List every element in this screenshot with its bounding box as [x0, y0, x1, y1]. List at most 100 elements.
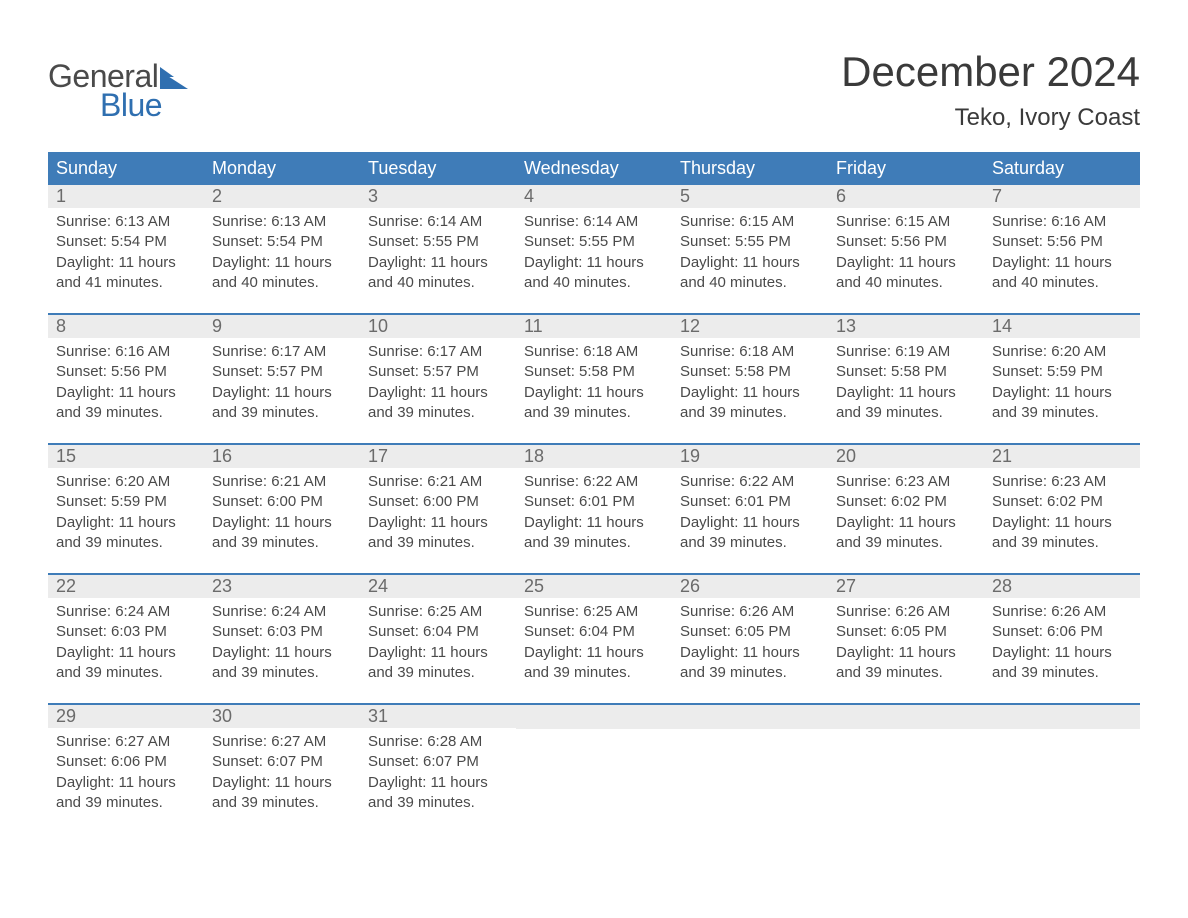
day-header-cell: Friday [828, 152, 984, 185]
day-header-cell: Thursday [672, 152, 828, 185]
daylight-text: Daylight: 11 hours and 39 minutes. [524, 513, 664, 554]
sunset-text: Sunset: 5:55 PM [368, 232, 508, 252]
day-number: 20 [828, 445, 984, 468]
day-number: 30 [204, 705, 360, 728]
sunset-text: Sunset: 5:58 PM [524, 362, 664, 382]
daylight-text: Daylight: 11 hours and 39 minutes. [680, 513, 820, 554]
daylight-text: Daylight: 11 hours and 40 minutes. [680, 253, 820, 294]
sunrise-text: Sunrise: 6:19 AM [836, 342, 976, 362]
sunrise-text: Sunrise: 6:15 AM [836, 212, 976, 232]
calendar-day-cell: 31Sunrise: 6:28 AMSunset: 6:07 PMDayligh… [360, 705, 516, 833]
sunrise-text: Sunrise: 6:17 AM [368, 342, 508, 362]
calendar-day-cell: 9Sunrise: 6:17 AMSunset: 5:57 PMDaylight… [204, 315, 360, 443]
daylight-text: Daylight: 11 hours and 39 minutes. [836, 643, 976, 684]
logo-text-blue: Blue [100, 87, 190, 124]
daylight-text: Daylight: 11 hours and 39 minutes. [524, 643, 664, 684]
sunrise-text: Sunrise: 6:13 AM [212, 212, 352, 232]
calendar-day-cell: 14Sunrise: 6:20 AMSunset: 5:59 PMDayligh… [984, 315, 1140, 443]
daylight-text: Daylight: 11 hours and 39 minutes. [212, 513, 352, 554]
sunrise-text: Sunrise: 6:28 AM [368, 732, 508, 752]
calendar-day-cell: 22Sunrise: 6:24 AMSunset: 6:03 PMDayligh… [48, 575, 204, 703]
daylight-text: Daylight: 11 hours and 39 minutes. [836, 513, 976, 554]
day-number: 21 [984, 445, 1140, 468]
day-header-cell: Tuesday [360, 152, 516, 185]
sunrise-text: Sunrise: 6:23 AM [836, 472, 976, 492]
calendar-week-row: 8Sunrise: 6:16 AMSunset: 5:56 PMDaylight… [48, 313, 1140, 443]
calendar-day-cell: 4Sunrise: 6:14 AMSunset: 5:55 PMDaylight… [516, 185, 672, 313]
daylight-text: Daylight: 11 hours and 39 minutes. [992, 383, 1132, 424]
calendar-day-cell [984, 705, 1140, 833]
day-body: Sunrise: 6:24 AMSunset: 6:03 PMDaylight:… [204, 598, 360, 691]
day-number: 6 [828, 185, 984, 208]
calendar-day-cell: 1Sunrise: 6:13 AMSunset: 5:54 PMDaylight… [48, 185, 204, 313]
sunset-text: Sunset: 6:01 PM [524, 492, 664, 512]
sunset-text: Sunset: 5:56 PM [992, 232, 1132, 252]
day-number-empty [984, 705, 1140, 729]
day-body: Sunrise: 6:26 AMSunset: 6:05 PMDaylight:… [672, 598, 828, 691]
calendar-day-cell: 13Sunrise: 6:19 AMSunset: 5:58 PMDayligh… [828, 315, 984, 443]
day-number: 14 [984, 315, 1140, 338]
calendar-day-cell: 11Sunrise: 6:18 AMSunset: 5:58 PMDayligh… [516, 315, 672, 443]
sunrise-text: Sunrise: 6:18 AM [524, 342, 664, 362]
calendar-day-cell: 23Sunrise: 6:24 AMSunset: 6:03 PMDayligh… [204, 575, 360, 703]
calendar-day-cell: 21Sunrise: 6:23 AMSunset: 6:02 PMDayligh… [984, 445, 1140, 573]
day-body: Sunrise: 6:15 AMSunset: 5:55 PMDaylight:… [672, 208, 828, 301]
sunset-text: Sunset: 6:00 PM [368, 492, 508, 512]
day-number: 28 [984, 575, 1140, 598]
day-body: Sunrise: 6:25 AMSunset: 6:04 PMDaylight:… [516, 598, 672, 691]
sunset-text: Sunset: 5:54 PM [212, 232, 352, 252]
daylight-text: Daylight: 11 hours and 39 minutes. [368, 383, 508, 424]
day-number: 9 [204, 315, 360, 338]
day-number: 24 [360, 575, 516, 598]
day-header-cell: Saturday [984, 152, 1140, 185]
page-header: General Blue December 2024 Teko, Ivory C… [48, 48, 1140, 132]
day-body: Sunrise: 6:19 AMSunset: 5:58 PMDaylight:… [828, 338, 984, 431]
daylight-text: Daylight: 11 hours and 39 minutes. [56, 643, 196, 684]
daylight-text: Daylight: 11 hours and 40 minutes. [524, 253, 664, 294]
sunrise-text: Sunrise: 6:24 AM [212, 602, 352, 622]
sunrise-text: Sunrise: 6:16 AM [56, 342, 196, 362]
day-number: 3 [360, 185, 516, 208]
calendar-week-row: 1Sunrise: 6:13 AMSunset: 5:54 PMDaylight… [48, 185, 1140, 313]
daylight-text: Daylight: 11 hours and 41 minutes. [56, 253, 196, 294]
daylight-text: Daylight: 11 hours and 39 minutes. [992, 513, 1132, 554]
daylight-text: Daylight: 11 hours and 40 minutes. [836, 253, 976, 294]
sunset-text: Sunset: 6:02 PM [992, 492, 1132, 512]
sunset-text: Sunset: 6:02 PM [836, 492, 976, 512]
calendar-day-cell: 8Sunrise: 6:16 AMSunset: 5:56 PMDaylight… [48, 315, 204, 443]
day-number: 5 [672, 185, 828, 208]
sunset-text: Sunset: 6:01 PM [680, 492, 820, 512]
day-body: Sunrise: 6:27 AMSunset: 6:06 PMDaylight:… [48, 728, 204, 821]
day-number: 17 [360, 445, 516, 468]
daylight-text: Daylight: 11 hours and 39 minutes. [680, 643, 820, 684]
day-body: Sunrise: 6:23 AMSunset: 6:02 PMDaylight:… [984, 468, 1140, 561]
calendar-day-cell: 3Sunrise: 6:14 AMSunset: 5:55 PMDaylight… [360, 185, 516, 313]
sunset-text: Sunset: 5:54 PM [56, 232, 196, 252]
calendar-day-cell: 25Sunrise: 6:25 AMSunset: 6:04 PMDayligh… [516, 575, 672, 703]
day-body: Sunrise: 6:14 AMSunset: 5:55 PMDaylight:… [360, 208, 516, 301]
daylight-text: Daylight: 11 hours and 39 minutes. [836, 383, 976, 424]
sunset-text: Sunset: 5:59 PM [56, 492, 196, 512]
daylight-text: Daylight: 11 hours and 40 minutes. [368, 253, 508, 294]
calendar-day-cell: 17Sunrise: 6:21 AMSunset: 6:00 PMDayligh… [360, 445, 516, 573]
day-body: Sunrise: 6:15 AMSunset: 5:56 PMDaylight:… [828, 208, 984, 301]
sunset-text: Sunset: 6:03 PM [56, 622, 196, 642]
daylight-text: Daylight: 11 hours and 39 minutes. [56, 513, 196, 554]
day-number: 12 [672, 315, 828, 338]
day-body: Sunrise: 6:16 AMSunset: 5:56 PMDaylight:… [984, 208, 1140, 301]
sunrise-text: Sunrise: 6:21 AM [212, 472, 352, 492]
day-number-empty [828, 705, 984, 729]
calendar-day-cell: 30Sunrise: 6:27 AMSunset: 6:07 PMDayligh… [204, 705, 360, 833]
sunset-text: Sunset: 5:55 PM [680, 232, 820, 252]
sunset-text: Sunset: 5:56 PM [56, 362, 196, 382]
calendar-day-cell: 10Sunrise: 6:17 AMSunset: 5:57 PMDayligh… [360, 315, 516, 443]
calendar-week-row: 29Sunrise: 6:27 AMSunset: 6:06 PMDayligh… [48, 703, 1140, 833]
title-block: December 2024 Teko, Ivory Coast [841, 48, 1140, 132]
day-body: Sunrise: 6:26 AMSunset: 6:06 PMDaylight:… [984, 598, 1140, 691]
calendar-day-cell: 2Sunrise: 6:13 AMSunset: 5:54 PMDaylight… [204, 185, 360, 313]
sunset-text: Sunset: 6:04 PM [368, 622, 508, 642]
sunset-text: Sunset: 5:58 PM [680, 362, 820, 382]
day-number: 7 [984, 185, 1140, 208]
month-title: December 2024 [841, 48, 1140, 96]
daylight-text: Daylight: 11 hours and 39 minutes. [56, 773, 196, 814]
